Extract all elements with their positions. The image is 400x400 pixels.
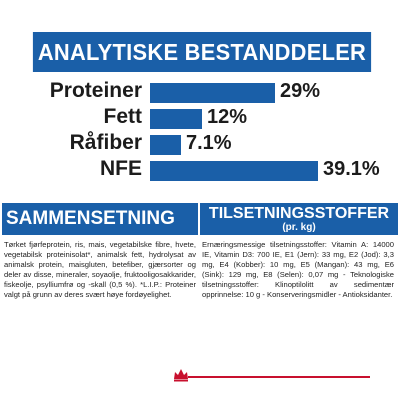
composition-heading: SAMMENSETNING [2, 203, 198, 235]
bar-category-label: NFE [100, 157, 142, 180]
additives-heading: TILSETNINGSSTOFFER (pr. kg) [200, 203, 398, 235]
bar-fill [150, 161, 318, 181]
bar-fill [150, 135, 181, 155]
bar-category-label: Fett [103, 105, 143, 128]
bar-value-label: 12% [207, 106, 248, 128]
bar-value-label: 7.1% [186, 132, 232, 154]
bar-value-label: 39.1% [323, 158, 380, 180]
composition-heading-text: SAMMENSETNING [6, 208, 175, 229]
analysis-title: ANALYTISKE BESTANDDELER [37, 38, 367, 65]
footer-red-line [188, 376, 370, 378]
additives-subheading: (pr. kg) [282, 221, 316, 233]
additives-heading-text: TILSETNINGSSTOFFER [208, 204, 390, 222]
bar-row: Råfiber 7.1% [0, 131, 400, 156]
bar-fill [150, 83, 275, 103]
analysis-title-banner: ANALYTISKE BESTANDDELER [32, 32, 372, 72]
additives-text: Ernæringsmessige tilsetningsstoffer: Vit… [202, 240, 394, 299]
bar-fill [150, 109, 202, 129]
bar-row: Fett 12% [0, 105, 400, 130]
bar-row: Proteiner 29% [0, 79, 400, 104]
bar-value-label: 29% [280, 80, 321, 102]
bar-row: NFE 39.1% [0, 157, 400, 182]
composition-text: Tørket fjørfeprotein, ris, mais, vegetab… [4, 240, 196, 299]
bar-category-label: Proteiner [49, 79, 142, 102]
bar-category-label: Råfiber [69, 131, 142, 154]
crown-icon [174, 369, 188, 382]
